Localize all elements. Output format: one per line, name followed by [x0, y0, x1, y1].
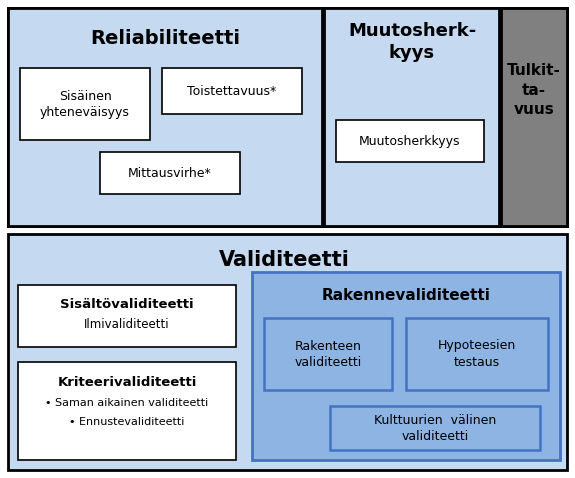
FancyBboxPatch shape: [8, 8, 322, 226]
FancyBboxPatch shape: [8, 8, 567, 226]
FancyBboxPatch shape: [324, 8, 499, 226]
FancyBboxPatch shape: [8, 234, 567, 470]
Text: Reliabiliteetti: Reliabiliteetti: [90, 29, 240, 47]
Text: Muutosherk-
kyys: Muutosherk- kyys: [348, 22, 476, 62]
FancyBboxPatch shape: [18, 362, 236, 460]
FancyBboxPatch shape: [100, 152, 240, 194]
Text: Toistettavuus*: Toistettavuus*: [187, 85, 277, 98]
FancyBboxPatch shape: [264, 318, 392, 390]
Text: Hypoteesien
testaus: Hypoteesien testaus: [438, 339, 516, 369]
Text: Rakenteen
validiteetti: Rakenteen validiteetti: [294, 339, 362, 369]
FancyBboxPatch shape: [20, 68, 150, 140]
Text: Sisäinen
yhteneväisyys: Sisäinen yhteneväisyys: [40, 89, 130, 119]
Text: Tulkit-
ta-
vuus: Tulkit- ta- vuus: [507, 63, 561, 117]
Text: • Ennustevaliditeetti: • Ennustevaliditeetti: [70, 417, 185, 427]
Text: Mittausvirhe*: Mittausvirhe*: [128, 166, 212, 180]
Text: Ilmivaliditeetti: Ilmivaliditeetti: [84, 318, 170, 332]
FancyBboxPatch shape: [162, 68, 302, 114]
Text: Kriteerivaliditeetti: Kriteerivaliditeetti: [58, 376, 197, 389]
FancyBboxPatch shape: [18, 285, 236, 347]
Text: Muutosherkkyys: Muutosherkkyys: [359, 134, 461, 148]
FancyBboxPatch shape: [330, 406, 540, 450]
FancyBboxPatch shape: [336, 120, 484, 162]
Text: • Saman aikainen validiteetti: • Saman aikainen validiteetti: [45, 398, 209, 408]
Text: Validiteetti: Validiteetti: [218, 250, 350, 270]
FancyBboxPatch shape: [406, 318, 548, 390]
FancyBboxPatch shape: [501, 8, 567, 226]
Text: Kulttuurien  välinen
validiteetti: Kulttuurien välinen validiteetti: [374, 413, 496, 443]
Text: Sisältövaliditeetti: Sisältövaliditeetti: [60, 298, 194, 312]
FancyBboxPatch shape: [252, 272, 560, 460]
Text: Rakennevaliditeetti: Rakennevaliditeetti: [321, 287, 490, 303]
